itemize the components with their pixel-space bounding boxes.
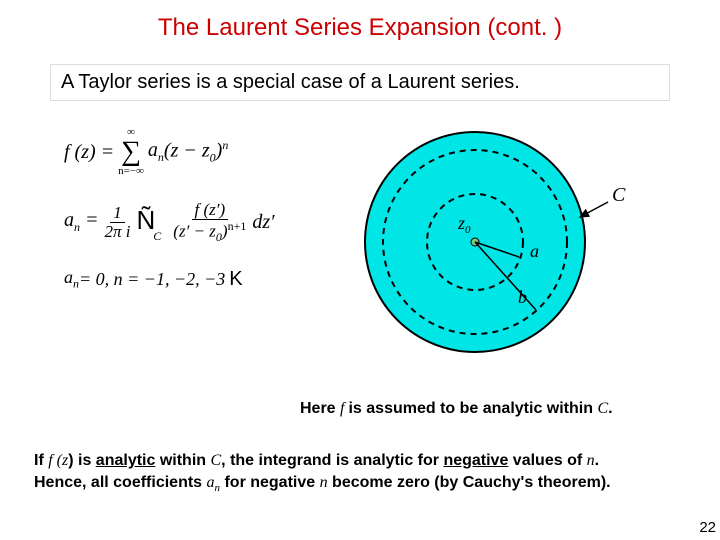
- f2av: a: [207, 474, 215, 491]
- caption-mid: is assumed to be analytic within: [348, 400, 597, 417]
- slide-title: The Laurent Series Expansion (cont. ): [0, 0, 720, 50]
- caption-C: C: [597, 400, 608, 417]
- footer-line-2: Hence, all coefficients an for negative …: [34, 472, 694, 496]
- footer-note: If f (z) is analytic within C, the integ…: [34, 450, 694, 496]
- eq2-dz: dz′: [252, 211, 274, 234]
- integral-icon: C: [157, 215, 165, 230]
- equation-3: an = 0, n = −1, −2, −3 K: [64, 267, 330, 292]
- eq2-den-open: (z′ − z: [173, 222, 216, 241]
- eq2-eq: =: [80, 209, 99, 231]
- f1d: values of: [508, 452, 586, 469]
- eq2-den2: (z′ − z0)n+1: [170, 220, 249, 244]
- f1b: within: [155, 452, 210, 469]
- eq3-text: = 0, n = −1, −2, −3: [79, 269, 225, 290]
- eq2-num1: 1: [110, 204, 125, 223]
- equations-block: f (z) = ∞ ∑ n=−∞ an (z − z0)n an = 1 2π …: [0, 117, 330, 372]
- sum-symbol: ∞ ∑ n=−∞: [118, 127, 144, 177]
- eq2-numf: f (z′): [192, 201, 229, 220]
- f2b: for negative: [220, 474, 320, 491]
- sigma-icon: ∑: [121, 138, 141, 166]
- int-sub: C: [153, 229, 161, 244]
- f1C: C: [211, 452, 222, 469]
- eq1-coef: an: [148, 139, 164, 165]
- eq1-exp: n: [222, 138, 228, 152]
- eq1-open: (z − z: [164, 140, 210, 162]
- eq3-a: a: [64, 267, 73, 287]
- content-row: f (z) = ∞ ∑ n=−∞ an (z − z0)n an = 1 2π …: [0, 117, 720, 372]
- caption-post: .: [608, 400, 612, 417]
- f1e: .: [595, 452, 599, 469]
- caption: Here f is assumed to be analytic within …: [300, 400, 613, 418]
- equation-2: an = 1 2π i Ñ C f (z′) (z′ − z0)n+1 dz′: [64, 201, 330, 243]
- f1n: n: [587, 452, 595, 469]
- eq3-k: K: [229, 268, 242, 291]
- eq3-lhs: an: [64, 267, 79, 292]
- eq2-frac2: f (z′) (z′ − z0)n+1: [170, 201, 249, 243]
- eq1-lhs: f (z) =: [64, 141, 114, 164]
- caption-pre: Here: [300, 400, 340, 417]
- f2a: Hence, all coefficients: [34, 474, 207, 491]
- f1cl: ) is: [68, 452, 96, 469]
- eq1-base: (z − z0)n: [164, 138, 228, 166]
- eq2-frac1: 1 2π i: [102, 204, 134, 241]
- eq2-den-exp: n+1: [228, 219, 247, 233]
- f2c: become zero (by Cauchy's theorem).: [328, 474, 611, 491]
- f2n: n: [320, 474, 328, 491]
- eq2-lhs: an =: [64, 209, 99, 235]
- footer-line-1: If f (z) is analytic within C, the integ…: [34, 450, 694, 472]
- f1neg: negative: [443, 452, 508, 469]
- f1f: f: [48, 452, 56, 469]
- eq1-a: a: [148, 139, 158, 161]
- f1an: analytic: [96, 452, 156, 469]
- f1a: If: [34, 452, 48, 469]
- diagram-svg: C z0 a b: [330, 117, 650, 367]
- sum-lower: n=−∞: [118, 166, 144, 177]
- label-b: b: [518, 287, 527, 307]
- subtitle-box: A Taylor series is a special case of a L…: [50, 64, 670, 101]
- eq2-a: a: [64, 209, 74, 231]
- eq2-den1: 2π i: [102, 223, 134, 241]
- annulus-diagram: C z0 a b: [330, 117, 650, 372]
- f1c: , the integrand is analytic for: [221, 452, 443, 469]
- equation-1: f (z) = ∞ ∑ n=−∞ an (z − z0)n: [64, 127, 330, 177]
- page-number: 22: [699, 519, 716, 536]
- label-C: C: [612, 184, 626, 206]
- label-a: a: [530, 241, 539, 261]
